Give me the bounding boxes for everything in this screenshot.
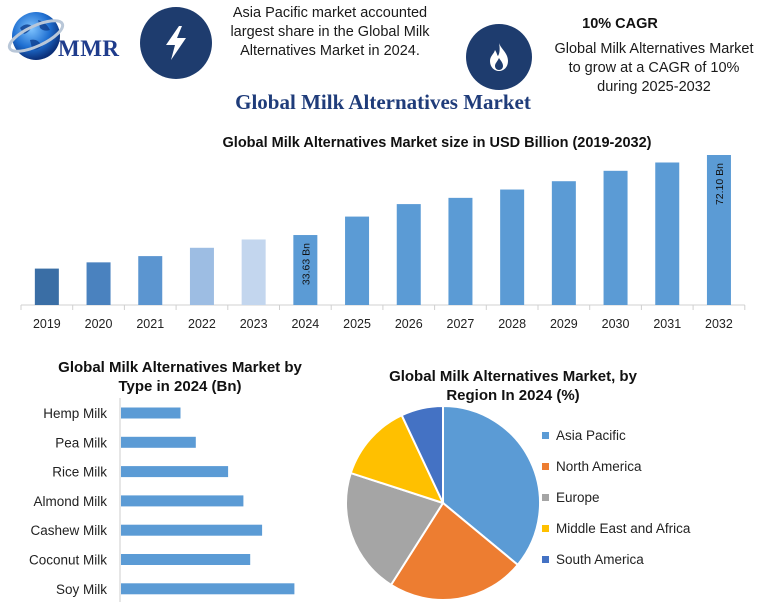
legend-label: Middle East and Africa <box>556 521 691 536</box>
type-chart-title: Global Milk Alternatives Market by Type … <box>30 358 330 396</box>
x-tick-label: 2027 <box>447 317 475 331</box>
bar-2029 <box>551 181 576 305</box>
x-tick-label: 2031 <box>653 317 681 331</box>
info2-line1: Global Milk Alternatives Market <box>554 41 754 57</box>
hbar-cashew-milk <box>121 524 263 536</box>
legend-label: South America <box>556 552 644 567</box>
info-asia-pacific: Asia Pacific market accounted largest sh… <box>214 4 446 61</box>
lightning-circle <box>140 7 212 79</box>
hbar-rice-milk <box>121 466 229 478</box>
x-tick-label: 2021 <box>136 317 164 331</box>
bar-2023 <box>241 239 266 305</box>
bar-chart-title: Global Milk Alternatives Market size in … <box>222 135 652 151</box>
x-tick-label: 2022 <box>188 317 216 331</box>
info1-line1: Asia Pacific market accounted <box>232 5 428 21</box>
bar-2028 <box>500 189 525 305</box>
data-label: 33.63 Bn <box>300 243 312 285</box>
region-chart-title-line2: Region In 2024 (%) <box>446 387 580 404</box>
region-pie-chart <box>345 404 541 601</box>
info1-line3: Alternatives Market in 2024. <box>240 43 420 59</box>
x-tick-label: 2030 <box>602 317 630 331</box>
hbar-soy-milk <box>121 583 295 595</box>
x-tick-label: 2023 <box>240 317 268 331</box>
legend-item: Middle East and Africa <box>542 521 690 536</box>
type-chart-title-line1: Global Milk Alternatives Market by <box>58 359 302 376</box>
category-label: Cashew Milk <box>30 523 107 538</box>
data-label: 72.10 Bn <box>714 163 726 205</box>
x-tick-label: 2029 <box>550 317 578 331</box>
legend-item: Asia Pacific <box>542 428 626 443</box>
bar-2030 <box>603 170 628 305</box>
bar-2021 <box>138 256 163 305</box>
legend-swatch <box>542 524 549 532</box>
pie-slice-north-america <box>389 501 520 601</box>
legend-swatch <box>542 431 549 439</box>
hbar-hemp-milk <box>121 407 181 419</box>
legend-label: Asia Pacific <box>556 428 626 443</box>
legend-label: North America <box>556 459 642 474</box>
x-tick-label: 2024 <box>291 317 319 331</box>
info-cagr: Global Milk Alternatives Market to grow … <box>536 40 766 97</box>
hbar-pea-milk <box>121 436 196 448</box>
info2-line2: to grow at a CAGR of 10% <box>568 60 740 76</box>
info1-line2: largest share in the Global Milk <box>230 24 430 40</box>
legend-item: North America <box>542 459 642 474</box>
legend-item: South America <box>542 552 644 567</box>
lightning-icon <box>166 26 186 60</box>
category-label: Coconut Milk <box>29 553 107 568</box>
market-size-bar-chart: 2019 2020 2021 2022 2023 2024 33.63 Bn 2025 2026… <box>20 155 746 331</box>
bar-2019 <box>34 268 59 305</box>
pie-slice-middle-east-and-africa <box>349 413 445 505</box>
logo-text: MMR <box>58 36 120 61</box>
region-chart-title: Global Milk Alternatives Market, by Regi… <box>360 367 666 405</box>
info2-line3: during 2025-2032 <box>597 79 711 95</box>
x-tick-label: 2020 <box>85 317 113 331</box>
hbar-almond-milk <box>121 495 244 507</box>
region-chart-title-line1: Global Milk Alternatives Market, by <box>389 368 637 385</box>
pie-slice-europe <box>345 471 445 587</box>
mmr-logo: MMR <box>6 6 136 68</box>
category-label: Soy Milk <box>56 582 107 597</box>
x-tick-label: 2032 <box>705 317 733 331</box>
pie-legend: Asia Pacific North America Europe Middle Ea… <box>542 428 762 578</box>
x-tick-label: 2028 <box>498 317 526 331</box>
type-bar-chart: Hemp Milk Pea Milk Rice Milk Almond Milk Cas… <box>29 398 295 602</box>
x-tick-label: 2025 <box>343 317 371 331</box>
globe-icon <box>7 12 65 60</box>
legend-label: Europe <box>556 490 600 505</box>
legend-swatch <box>542 493 549 501</box>
bar-2025 <box>345 216 370 305</box>
flame-circle <box>466 24 532 90</box>
bar-2031 <box>655 162 680 305</box>
main-title: Global Milk Alternatives Market <box>235 90 531 114</box>
bar-2026 <box>396 204 421 305</box>
type-chart-title-line2: Type in 2024 (Bn) <box>118 378 242 395</box>
category-label: Hemp Milk <box>43 406 107 421</box>
category-label: Pea Milk <box>55 435 107 450</box>
hbar-coconut-milk <box>121 554 251 565</box>
legend-swatch <box>542 462 549 470</box>
bar-2020 <box>86 262 111 305</box>
category-label: Almond Milk <box>33 494 107 509</box>
x-tick-label: 2019 <box>33 317 61 331</box>
bar-2024 <box>293 235 318 305</box>
flame-icon <box>490 43 508 71</box>
bar-2027 <box>448 197 473 305</box>
pie-slice-south-america <box>400 404 444 504</box>
cagr-title: 10% CAGR <box>582 16 658 32</box>
x-tick-label: 2026 <box>395 317 423 331</box>
bar-2032 <box>706 155 731 305</box>
category-label: Rice Milk <box>52 465 107 480</box>
pie-slice-asia-pacific <box>442 404 541 567</box>
legend-swatch <box>542 555 549 563</box>
legend-item: Europe <box>542 490 600 505</box>
bar-2022 <box>189 247 214 305</box>
